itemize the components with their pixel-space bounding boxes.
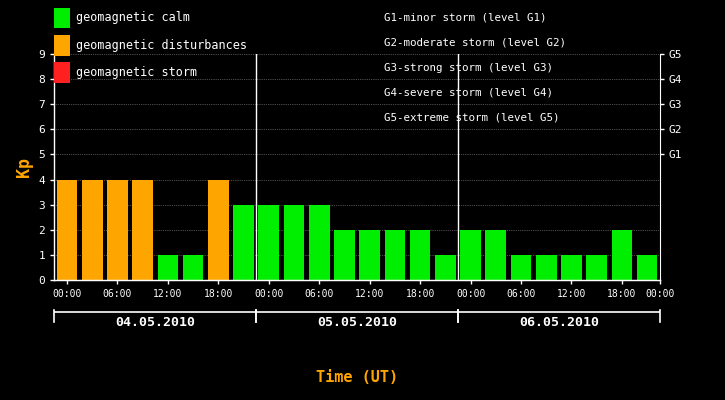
Bar [309, 205, 330, 280]
Text: G1-minor storm (level G1): G1-minor storm (level G1) [384, 13, 547, 23]
Bar [283, 205, 304, 280]
Y-axis label: Kp: Kp [15, 157, 33, 177]
Text: G2-moderate storm (level G2): G2-moderate storm (level G2) [384, 38, 566, 48]
Bar [561, 255, 581, 280]
Text: G3-strong storm (level G3): G3-strong storm (level G3) [384, 63, 553, 73]
Bar [334, 230, 355, 280]
Bar [637, 255, 658, 280]
Bar [82, 180, 102, 280]
Text: 06.05.2010: 06.05.2010 [519, 316, 599, 328]
Bar [258, 205, 279, 280]
Text: G5-extreme storm (level G5): G5-extreme storm (level G5) [384, 112, 560, 122]
Bar [157, 255, 178, 280]
Bar [612, 230, 632, 280]
Bar [208, 180, 228, 280]
Text: 05.05.2010: 05.05.2010 [317, 316, 397, 328]
Text: 04.05.2010: 04.05.2010 [115, 316, 195, 328]
Bar [183, 255, 204, 280]
Bar [435, 255, 456, 280]
Bar [360, 230, 380, 280]
Text: geomagnetic disturbances: geomagnetic disturbances [76, 39, 247, 52]
Text: G4-severe storm (level G4): G4-severe storm (level G4) [384, 88, 553, 98]
Text: Time (UT): Time (UT) [316, 370, 399, 386]
Bar [384, 230, 405, 280]
Bar [536, 255, 557, 280]
Bar [410, 230, 431, 280]
Text: geomagnetic storm: geomagnetic storm [76, 66, 197, 79]
Bar [133, 180, 153, 280]
Bar [107, 180, 128, 280]
Bar [486, 230, 506, 280]
Bar [460, 230, 481, 280]
Text: geomagnetic calm: geomagnetic calm [76, 12, 190, 24]
Bar [587, 255, 607, 280]
Bar [510, 255, 531, 280]
Bar [57, 180, 78, 280]
Bar [233, 205, 254, 280]
